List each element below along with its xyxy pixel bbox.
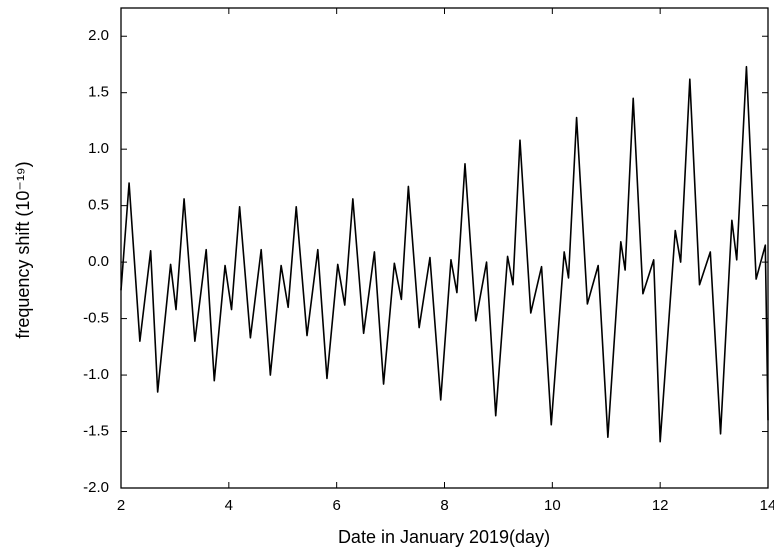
y-tick-label: 1.5 [88, 84, 109, 101]
x-tick-label: 8 [440, 497, 448, 514]
y-tick-label: 2.0 [88, 27, 109, 44]
y-axis-label: frequency shift (10⁻¹⁹) [13, 161, 33, 338]
plot-frame [120, 7, 769, 489]
y-tick-label: -1.0 [83, 366, 109, 383]
x-tick-label: 4 [225, 497, 233, 514]
x-tick-label: 14 [760, 497, 774, 514]
y-tick-label: 0.0 [88, 253, 109, 270]
y-tick-label: 1.0 [88, 140, 109, 157]
y-tick-label: -0.5 [83, 310, 109, 327]
x-tick-label: 6 [332, 497, 340, 514]
data-line [120, 65, 769, 443]
x-tick-label: 2 [117, 497, 125, 514]
y-tick-label: -1.5 [83, 422, 109, 439]
y-tick-label: -2.0 [83, 479, 109, 496]
x-axis-label: Date in January 2019(day) [338, 527, 550, 547]
x-tick-label: 10 [544, 497, 561, 514]
y-tick-label: 0.5 [88, 197, 109, 214]
x-tick-label: 12 [652, 497, 669, 514]
